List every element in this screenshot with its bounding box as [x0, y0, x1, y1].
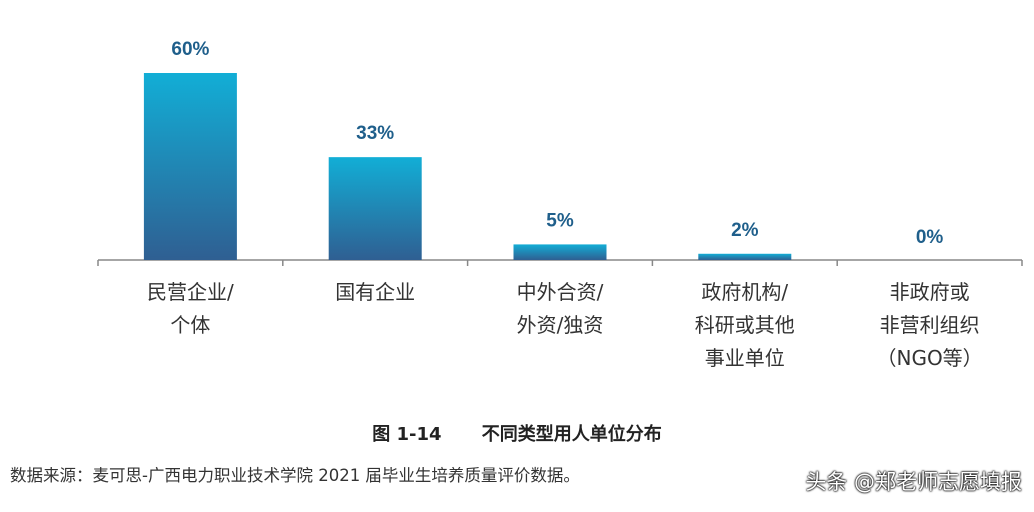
- bar: [698, 253, 792, 260]
- source-note: 数据来源：麦可思-广西电力职业技术学院 2021 届毕业生培养质量评价数据。: [10, 466, 580, 485]
- bar-value-label: 5%: [546, 210, 574, 231]
- bar-value-label: 0%: [916, 227, 944, 248]
- category-tick-label: 国有企业: [335, 280, 415, 304]
- category-tick-label: 中外合资/: [517, 280, 604, 304]
- bar-value-label: 2%: [731, 220, 759, 241]
- watermark-text: 头条 @郑老师志愿填报: [805, 470, 1022, 494]
- bar: [513, 244, 607, 260]
- category-tick-label: 个体: [170, 313, 210, 337]
- figure-title: 不同类型用人单位分布: [481, 424, 662, 445]
- bar: [143, 73, 237, 260]
- category-tick-label: 非营利组织: [880, 313, 980, 337]
- category-tick-label: 事业单位: [705, 346, 785, 370]
- figure-caption: 图 1-14 不同类型用人单位分布: [0, 420, 1034, 446]
- category-tick-label: 非政府或: [890, 280, 970, 304]
- category-tick-label: （NGO等）: [876, 346, 982, 370]
- category-tick-label: 科研或其他: [695, 313, 795, 337]
- bar-value-label: 33%: [356, 123, 394, 144]
- bar-chart: 60% 33% 5% 2% 0% 民营企业/个体 国有企业 中外合资/外资/独资 政府机构/科…: [97, 39, 1023, 370]
- bar: [328, 157, 422, 260]
- category-tick-label: 民营企业/: [147, 280, 234, 304]
- figure-number: 图 1-14: [372, 424, 442, 445]
- bar-value-label: 60%: [171, 39, 209, 60]
- category-tick-label: 政府机构/: [701, 280, 788, 304]
- category-tick-label: 外资/独资: [517, 313, 604, 337]
